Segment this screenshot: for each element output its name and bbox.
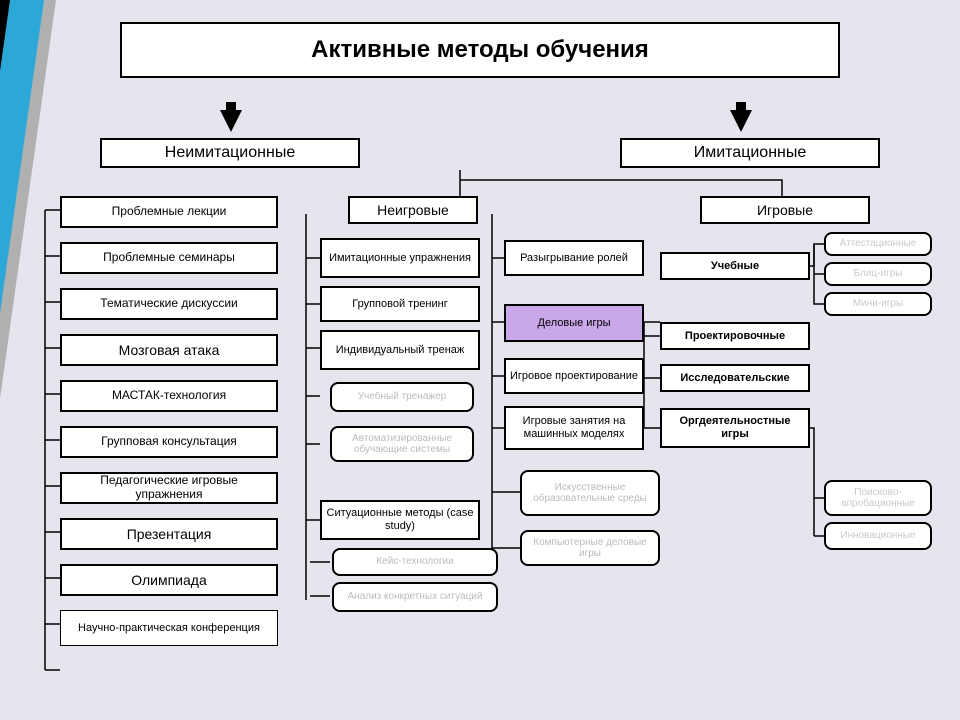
non-game-item: Ситуационные методы (case study) <box>320 500 480 540</box>
non-imitation-item: Групповая консультация <box>60 426 278 458</box>
game-category: Проектировочные <box>660 322 810 350</box>
non-game-item: Учебный тренажер <box>330 382 474 412</box>
game-sub-item: Блиц-игры <box>824 262 932 286</box>
non-imitation-item: Мозговая атака <box>60 334 278 366</box>
game-sub-item: Мини-игры <box>824 292 932 316</box>
branch-non-imitation: Неимитационные <box>100 138 360 168</box>
non-imitation-item: Проблемные семинары <box>60 242 278 274</box>
non-imitation-item: Олимпиада <box>60 564 278 596</box>
non-game-item: Автоматизированные обучающие системы <box>330 426 474 462</box>
game-category: Оргдеятельностные игры <box>660 408 810 448</box>
non-game-item: Анализ конкретных ситуаций <box>332 582 498 612</box>
non-imitation-item: Проблемные лекции <box>60 196 278 228</box>
non-imitation-item: Тематические дискуссии <box>60 288 278 320</box>
game-sub-item: Поисково-апробационные <box>824 480 932 516</box>
non-imitation-item: Педагогические игровые упражнения <box>60 472 278 504</box>
non-game-item: Групповой тренинг <box>320 286 480 322</box>
game-item: Компьютерные деловые игры <box>520 530 660 566</box>
game-sub-item: Инновационные <box>824 522 932 550</box>
non-imitation-item: Научно-практическая конференция <box>60 610 278 646</box>
game-item: Разыгрывание ролей <box>504 240 644 276</box>
non-game-item: Имитационные упражнения <box>320 238 480 278</box>
game-item: Искусственные образовательные среды <box>520 470 660 516</box>
game-item: Деловые игры <box>504 304 644 342</box>
game-item: Игровые занятия на машинных моделях <box>504 406 644 450</box>
header-game: Игровые <box>700 196 870 224</box>
non-game-item: Кейс-технологии <box>332 548 498 576</box>
non-imitation-item: Презентация <box>60 518 278 550</box>
header-non-game: Неигровые <box>348 196 478 224</box>
game-category: Исследовательские <box>660 364 810 392</box>
arrow-left <box>220 110 242 132</box>
arrow-right <box>730 110 752 132</box>
game-sub-item: Аттестационные <box>824 232 932 256</box>
diagram-title: Активные методы обучения <box>120 22 840 78</box>
game-item: Игровое проектирование <box>504 358 644 394</box>
non-imitation-item: МАСТАК-технология <box>60 380 278 412</box>
non-game-item: Индивидуальный тренаж <box>320 330 480 370</box>
branch-imitation: Имитационные <box>620 138 880 168</box>
game-category: Учебные <box>660 252 810 280</box>
